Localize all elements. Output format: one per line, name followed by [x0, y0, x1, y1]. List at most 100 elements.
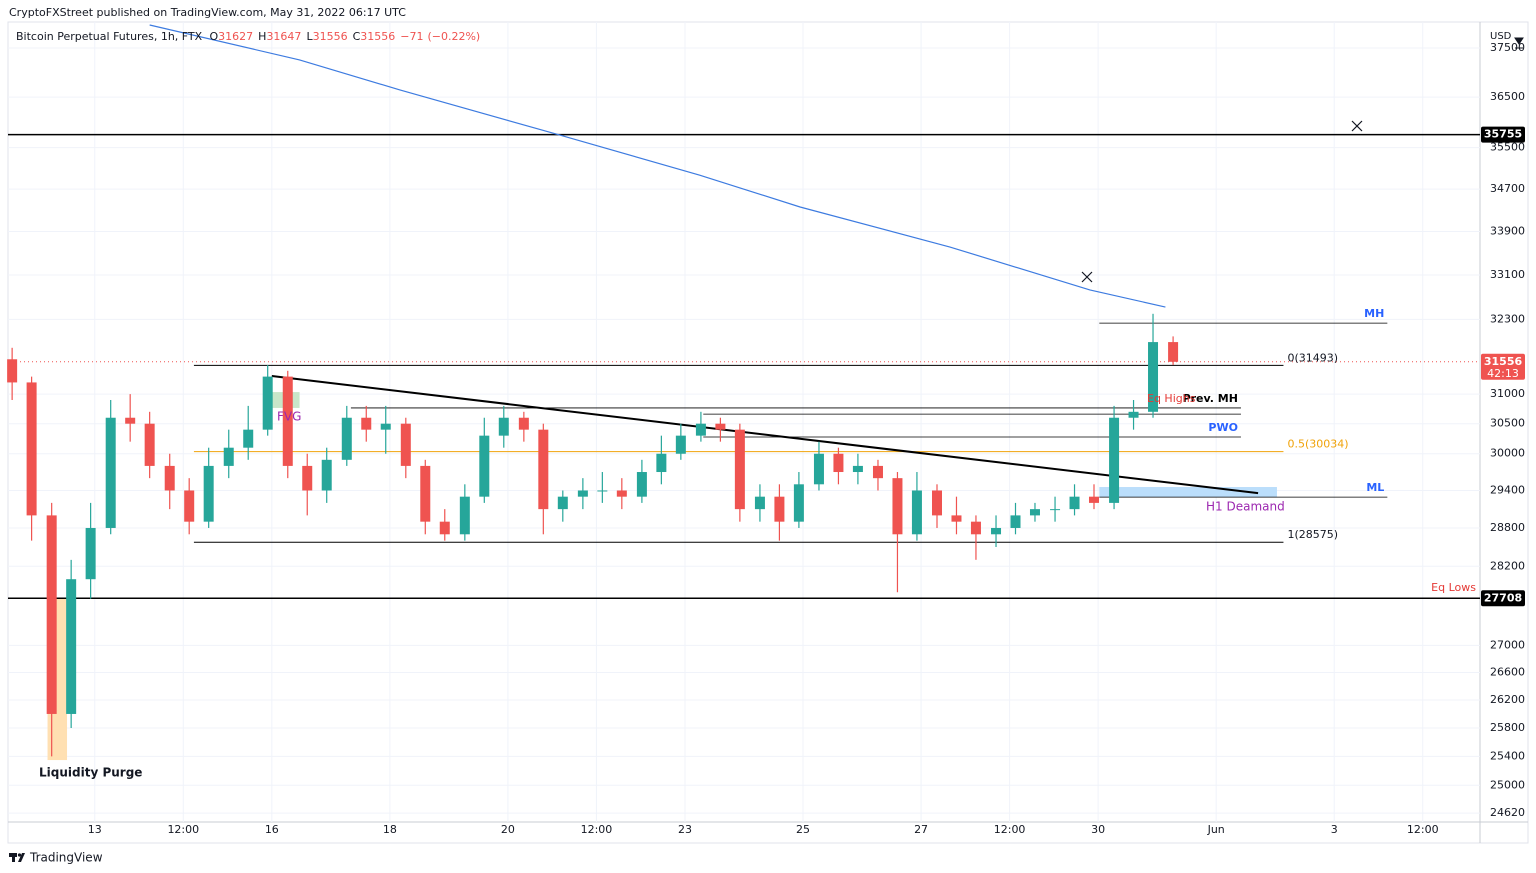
candle-body [1010, 515, 1021, 528]
candle-body [1029, 509, 1040, 516]
candle-body [282, 376, 293, 466]
fib-label: 0.5(30034) [1287, 438, 1348, 451]
fib-label: 0(31493) [1287, 351, 1338, 364]
price-badge-label: 35755 [1484, 128, 1522, 141]
price-badge [1481, 126, 1525, 143]
candle-body [125, 417, 136, 424]
candle-body [1088, 496, 1099, 503]
candle-body [439, 521, 450, 535]
legend-key: H [258, 30, 266, 43]
x-tick-label: 12:00 [1407, 823, 1439, 836]
range-label: MH [1364, 307, 1384, 320]
liquidity-purge-label: Liquidity Purge [39, 766, 142, 780]
y-tick-label: 30500 [1490, 417, 1525, 430]
candle-body [105, 417, 116, 528]
lines [8, 133, 1480, 600]
x-tick-label: 18 [383, 823, 397, 836]
moving-average [149, 24, 1166, 308]
legend-key: O [209, 30, 218, 43]
candle-body [754, 496, 765, 510]
candle-body [518, 417, 529, 430]
candle-body [479, 435, 490, 497]
candle-body [715, 423, 726, 430]
cross-marker [1081, 271, 1093, 283]
trend-line [271, 375, 1259, 495]
countdown-label: 42:13 [1487, 367, 1519, 380]
candle-body [675, 435, 686, 454]
candle-body [951, 515, 962, 522]
footer-brand: TradingView [29, 851, 103, 865]
last-price-badge [1481, 353, 1525, 380]
legend-value: 31647 [266, 30, 301, 43]
overlays: 0(31493) 0.5(30034) 1(28575) MH Prev. MH PWO M… [149, 24, 1384, 541]
candle-body [852, 465, 863, 473]
candle-body [597, 490, 608, 492]
symbol-legend: Bitcoin Perpetual Futures, 1h, FTX O31627… [16, 30, 480, 43]
price-badge-label: 27708 [1484, 591, 1522, 604]
candle-body [341, 417, 352, 460]
candle-body [459, 496, 470, 535]
h1-demand-label: H1 Deamand [1206, 500, 1285, 514]
x-tick-label: 16 [265, 823, 279, 836]
eq-highs-label: Eq Highs [1147, 392, 1196, 405]
footer-logo [9, 853, 25, 862]
candle-body [911, 490, 922, 535]
x-tick-label: Jun [1207, 823, 1225, 836]
candle-body [636, 472, 647, 497]
y-tick-label: 24620 [1490, 806, 1525, 819]
candle-body [203, 465, 214, 522]
published-note: CryptoFXStreet published on TradingView.… [9, 6, 406, 19]
candle-body [1069, 496, 1080, 510]
y-tick-label: 35500 [1490, 141, 1525, 154]
last-price-label: 31556 [1484, 355, 1523, 368]
settings-icon[interactable] [1514, 37, 1524, 49]
x-tick-label: 12:00 [994, 823, 1026, 836]
y-tick-label: 28200 [1490, 559, 1525, 572]
axes: 37500 36500 35500 34700 33900 33100 32300 31000… [88, 41, 1525, 836]
legend-value: 31556 [313, 30, 348, 43]
y-tick-label: 27000 [1490, 638, 1525, 651]
candle-body [361, 417, 372, 430]
x-tick-label: 25 [796, 823, 810, 836]
legend-change-percent: (−0.22%) [427, 30, 480, 43]
legend-value: 31556 [360, 30, 395, 43]
candle-body [656, 453, 667, 473]
fvg-label: FVG [277, 410, 301, 424]
y-tick-label: 37500 [1490, 41, 1525, 54]
candle-body [813, 453, 824, 485]
y-tick-label: 34700 [1490, 182, 1525, 195]
logo-part [18, 853, 25, 862]
candle-body [734, 429, 745, 510]
candle-body [223, 447, 234, 466]
candle-body [1050, 509, 1061, 511]
x-tick-label: 30 [1091, 823, 1105, 836]
candle-body [243, 429, 254, 448]
fib-label: 1(28575) [1287, 528, 1338, 541]
candle-body [400, 423, 411, 466]
y-tick-label: 33900 [1490, 225, 1525, 238]
candle-body [793, 484, 804, 522]
y-tick-label: 29400 [1490, 483, 1525, 496]
candle-body [833, 453, 844, 473]
y-axis-label: USD [1490, 31, 1512, 42]
x-tick-label: 13 [88, 823, 102, 836]
candle-body [7, 359, 18, 383]
y-tick-label: 30000 [1490, 447, 1525, 460]
x-tick-label: 27 [914, 823, 928, 836]
candles [7, 313, 1179, 757]
range-label: PWO [1208, 421, 1238, 434]
candle-body [144, 423, 155, 466]
cross-marker [1351, 120, 1363, 132]
y-tick-label: 26600 [1490, 665, 1525, 678]
x-tick-label: 12:00 [167, 823, 199, 836]
price-badge [1481, 590, 1525, 607]
y-tick-label: 26200 [1490, 693, 1525, 706]
range-label: ML [1366, 481, 1384, 494]
candle-body [66, 579, 77, 714]
candle-body [872, 465, 883, 479]
zone [1099, 487, 1277, 498]
range-label: Prev. MH [1183, 392, 1238, 405]
